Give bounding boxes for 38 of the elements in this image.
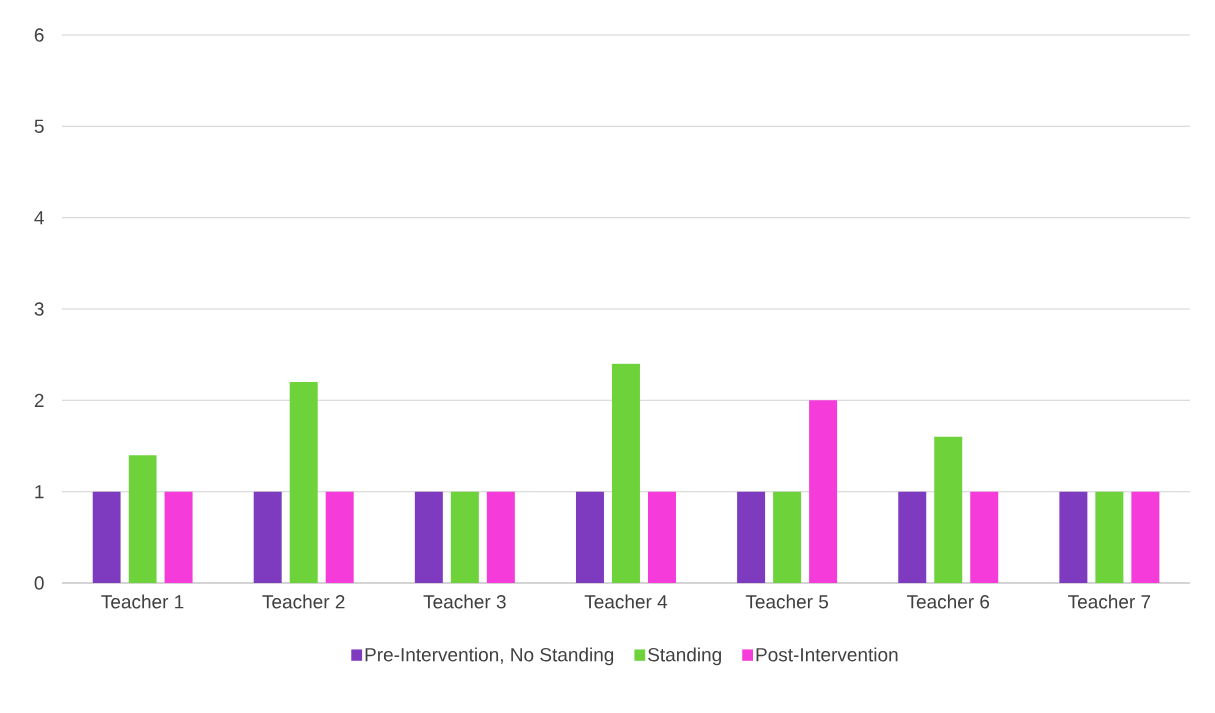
y-tick-label: 2 — [34, 393, 44, 407]
bar — [898, 491, 927, 583]
bar — [128, 455, 157, 583]
bar — [773, 491, 802, 583]
x-tick-label: Teacher 1 — [101, 594, 184, 609]
y-tick-label: 4 — [34, 211, 44, 225]
bar — [450, 491, 479, 583]
bar — [325, 491, 354, 583]
y-tick-label: 0 — [34, 576, 44, 590]
legend-label: Pre-Intervention, No Standing — [365, 647, 614, 666]
x-tick-label: Teacher 5 — [745, 594, 829, 609]
y-tick-label: 6 — [34, 28, 44, 42]
bar — [809, 400, 838, 583]
bar — [164, 491, 193, 583]
y-tick-label: 1 — [35, 485, 44, 499]
x-tick-label: Teacher 4 — [584, 594, 668, 609]
bar — [934, 436, 963, 583]
y-tick-label: 5 — [34, 119, 44, 133]
y-tick-label: 3 — [34, 302, 44, 316]
x-tick-label: Teacher 6 — [906, 594, 990, 609]
bar — [1095, 491, 1124, 583]
bar — [970, 491, 999, 583]
legend-label: Post-Intervention — [756, 647, 898, 662]
x-tick-label: Teacher 2 — [262, 594, 345, 609]
bar — [575, 491, 604, 583]
legend-label: Standing — [648, 647, 721, 666]
bar — [486, 491, 515, 583]
bar — [289, 382, 318, 583]
bar — [253, 491, 282, 583]
bar — [92, 491, 121, 583]
x-tick-label: Teacher 7 — [1068, 594, 1151, 609]
bar — [414, 491, 443, 583]
bar — [1131, 491, 1160, 583]
bar — [647, 491, 676, 583]
x-tick-label: Teacher 3 — [423, 594, 506, 609]
bar — [1059, 491, 1088, 583]
bar — [611, 363, 640, 583]
bar — [737, 491, 766, 583]
